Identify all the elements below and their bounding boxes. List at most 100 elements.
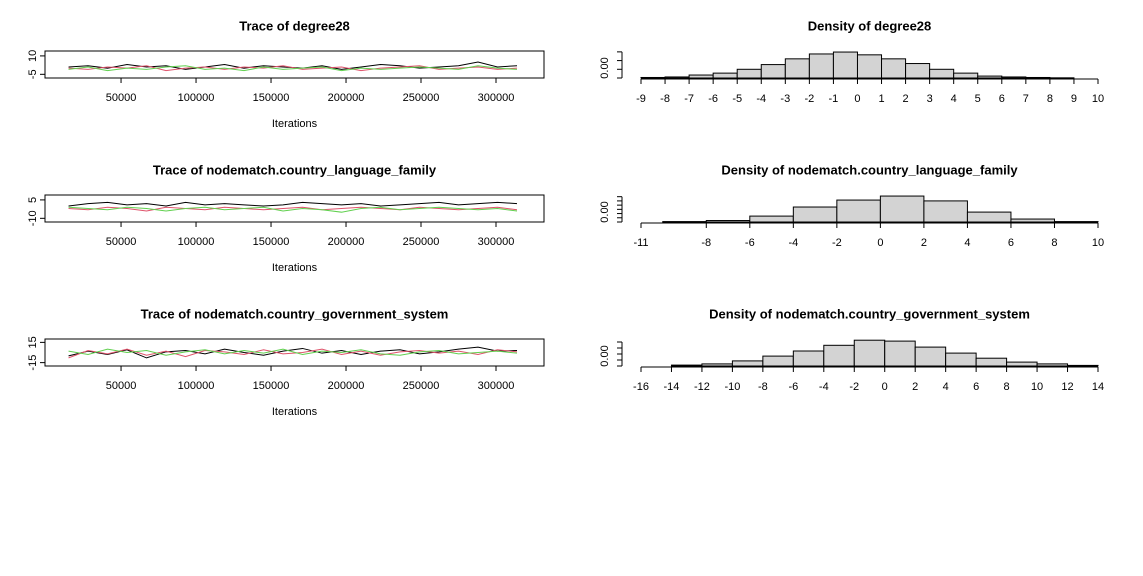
histogram-bar xyxy=(760,64,786,79)
x-tick-label: -7 xyxy=(684,93,694,105)
x-tick-label: -8 xyxy=(660,93,670,105)
histogram-bar xyxy=(966,211,1012,223)
trace-line xyxy=(68,206,518,213)
plot-box xyxy=(44,338,545,367)
histogram-bar xyxy=(792,206,838,223)
x-tick-label: 6 xyxy=(973,381,979,393)
histogram-bar xyxy=(945,352,977,367)
x-tick-label: -4 xyxy=(819,381,829,393)
chart-title: Density of nodematch.country_language_fa… xyxy=(721,162,1018,177)
histogram-bar xyxy=(923,200,968,223)
x-tick-label: -4 xyxy=(788,237,798,249)
x-tick-label: -11 xyxy=(633,237,648,249)
y-tick-label: -5 xyxy=(27,69,39,79)
histogram-bar xyxy=(749,215,794,223)
x-tick-label: 300000 xyxy=(478,236,515,248)
x-tick-label: -2 xyxy=(832,237,842,249)
x-tick-label: -5 xyxy=(732,93,742,105)
x-tick-label: 4 xyxy=(964,237,970,249)
histogram-bar xyxy=(853,339,886,367)
x-tick-label: -12 xyxy=(694,381,710,393)
x-tick-label: 2 xyxy=(903,93,909,105)
x-tick-label: 100000 xyxy=(178,92,215,104)
histogram-bar xyxy=(884,340,916,367)
x-tick-label: 150000 xyxy=(253,236,290,248)
histogram-bar xyxy=(975,357,1008,367)
x-tick-label: 2 xyxy=(912,381,918,393)
y-tick-label: 0.00 xyxy=(599,201,611,222)
x-tick-label: -3 xyxy=(780,93,790,105)
x-tick-label: -10 xyxy=(724,381,740,393)
x-tick-label: -16 xyxy=(633,381,649,393)
x-axis-label: Iterations xyxy=(272,118,318,130)
histogram-bar xyxy=(1006,361,1038,367)
y-tick-label: -15 xyxy=(27,355,39,371)
histogram-bar xyxy=(879,195,925,223)
x-tick-label: 1 xyxy=(878,93,884,105)
histogram-bar xyxy=(1025,76,1051,79)
histogram-bar xyxy=(914,346,947,367)
histogram-bar xyxy=(1067,364,1099,367)
y-tick-label: 5 xyxy=(27,197,39,203)
x-tick-label: 10 xyxy=(1031,381,1043,393)
x-tick-label: 250000 xyxy=(403,92,440,104)
y-tick-label: 0.00 xyxy=(599,57,611,78)
x-tick-label: -2 xyxy=(849,381,859,393)
x-tick-label: -8 xyxy=(701,237,711,249)
x-tick-label: 6 xyxy=(999,93,1005,105)
chart-title: Trace of degree28 xyxy=(239,18,350,33)
histogram-bar xyxy=(856,54,883,79)
x-tick-label: 0 xyxy=(882,381,888,393)
x-tick-label: 200000 xyxy=(328,92,365,104)
x-tick-label: 250000 xyxy=(403,236,440,248)
y-tick-label: 0.00 xyxy=(599,345,611,366)
histogram-bar xyxy=(823,344,855,367)
histogram-bar xyxy=(762,355,794,367)
y-tick-label: 10 xyxy=(27,50,39,62)
chart-title: Density of degree28 xyxy=(808,18,932,33)
trace-line xyxy=(68,65,518,72)
x-tick-label: 250000 xyxy=(403,380,440,392)
histogram-bar xyxy=(792,350,825,367)
histogram-bar xyxy=(832,51,858,79)
x-tick-label: -6 xyxy=(708,93,718,105)
x-tick-label: 100000 xyxy=(178,380,215,392)
histogram-bar xyxy=(808,53,834,79)
x-tick-label: 300000 xyxy=(478,380,515,392)
x-tick-label: -2 xyxy=(804,93,814,105)
x-tick-label: 0 xyxy=(877,237,883,249)
x-tick-label: 200000 xyxy=(328,236,365,248)
x-tick-label: 9 xyxy=(1071,93,1077,105)
x-tick-label: -14 xyxy=(664,381,680,393)
trace-line xyxy=(68,206,518,212)
x-tick-label: 50000 xyxy=(106,92,137,104)
histogram-bar xyxy=(640,76,666,79)
x-tick-label: -6 xyxy=(788,381,798,393)
x-tick-label: 150000 xyxy=(253,380,290,392)
histogram-bar xyxy=(977,75,1003,79)
x-tick-label: 300000 xyxy=(478,92,515,104)
histogram-bar xyxy=(701,363,733,367)
trace-line xyxy=(68,348,518,359)
x-tick-label: 4 xyxy=(943,381,949,393)
x-tick-label: 8 xyxy=(1051,237,1057,249)
histogram-bar xyxy=(664,76,690,79)
x-tick-label: 8 xyxy=(1004,381,1010,393)
x-tick-label: 6 xyxy=(1008,237,1014,249)
histogram-bar xyxy=(736,68,762,79)
y-tick-label: 15 xyxy=(27,336,39,348)
x-tick-label: 8 xyxy=(1047,93,1053,105)
histogram-bar xyxy=(929,68,955,79)
x-tick-label: -6 xyxy=(745,237,755,249)
histogram-bar xyxy=(712,72,738,79)
plot-box xyxy=(44,50,545,79)
x-tick-label: 5 xyxy=(975,93,981,105)
histogram-bar xyxy=(1036,363,1069,367)
histogram-bar xyxy=(953,72,979,79)
histogram-bar xyxy=(705,220,751,223)
x-tick-label: 14 xyxy=(1092,381,1104,393)
chart-title: Density of nodematch.country_government_… xyxy=(709,306,1030,321)
x-tick-label: 100000 xyxy=(178,236,215,248)
trace-line xyxy=(68,201,518,207)
chart-title: Trace of nodematch.country_government_sy… xyxy=(141,306,449,321)
